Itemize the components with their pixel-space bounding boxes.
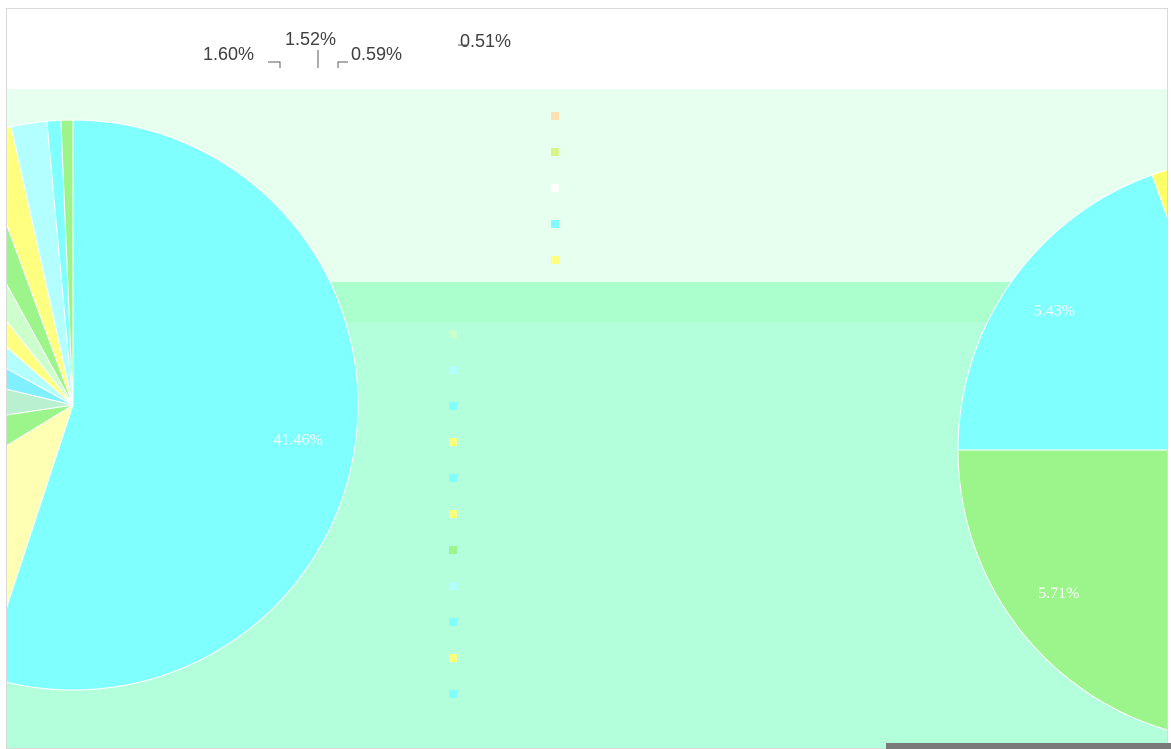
main-pie-slice-13 [60,119,74,406]
right-pie-slice-label-1: 5.43% [1034,303,1075,320]
legend-marker-4 [551,220,559,228]
main-pie-slice-4 [7,388,74,416]
legend-marker-12 [449,546,457,554]
top-label-4: 0.51% [460,31,512,51]
legend-marker-5 [551,256,559,264]
legend-marker-11 [449,510,457,518]
legend-marker-2 [551,148,559,156]
leader-line-1 [268,61,281,68]
horizontal-scrollbar[interactable] [886,743,1171,749]
main-pie-slice-5 [7,368,74,406]
main-pie-slice-label-1: 41.46% [273,432,322,449]
legend-marker-8 [449,402,457,410]
legend-marker-15 [449,654,457,662]
main-pie-slice-2 [7,403,74,608]
top-label-2: 1.52% [285,29,337,49]
legend-marker-7 [449,366,457,374]
main-pie-slice-3 [7,404,74,447]
legend-marker-16 [449,690,457,698]
top-label-1: 1.60% [203,44,255,64]
legend-marker-14 [449,618,457,626]
right-pie-slice-5 [957,449,1167,731]
top-label-3: 0.59% [351,44,403,64]
main-pie-slice-1 [7,119,359,691]
legend-marker-10 [449,474,457,482]
right-pie-slice-2 [1151,169,1167,219]
legend-marker-1 [551,112,559,120]
legend-marker-6 [449,330,457,338]
legend-marker-13 [449,582,457,590]
right-pie-slice-1 [957,174,1167,451]
legend-marker-9 [449,438,457,446]
leader-line-3 [337,61,348,68]
right-pie-slice-label-5: 5.71% [1038,585,1079,602]
legend-marker-3 [551,184,559,192]
